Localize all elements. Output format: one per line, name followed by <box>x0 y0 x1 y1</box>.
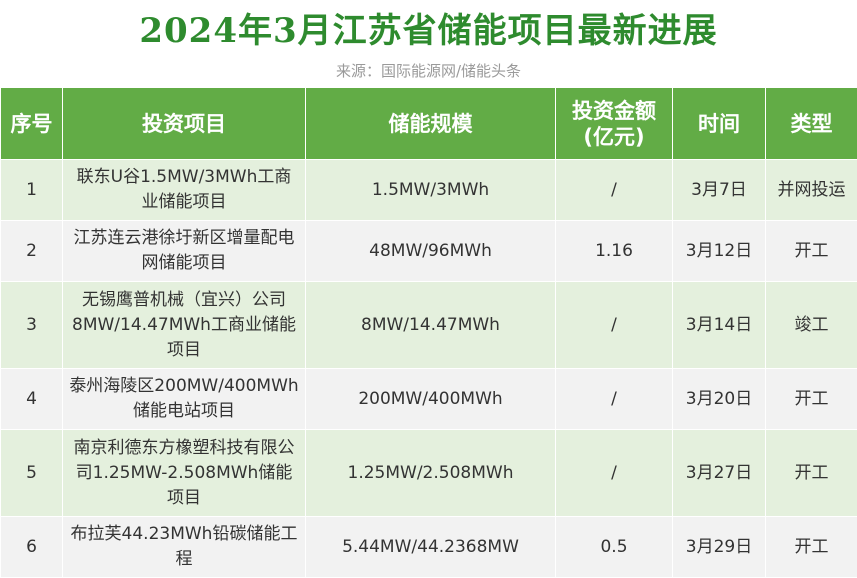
cell-index: 5 <box>1 430 63 517</box>
header-index: 序号 <box>1 88 63 160</box>
cell-type: 竣工 <box>766 282 857 369</box>
cell-scale: 48MW/96MWh <box>306 221 556 282</box>
cell-amount: / <box>556 430 673 517</box>
cell-type: 开工 <box>766 517 857 578</box>
cell-index: 2 <box>1 221 63 282</box>
cell-project: 布拉芙44.23MWh铅碳储能工程 <box>63 517 306 578</box>
cell-scale: 8MW/14.47MWh <box>306 282 556 369</box>
cell-amount: 0.5 <box>556 517 673 578</box>
cell-date: 3月29日 <box>673 517 766 578</box>
cell-type: 开工 <box>766 369 857 430</box>
cell-type: 并网投运 <box>766 160 857 221</box>
cell-amount: / <box>556 160 673 221</box>
cell-index: 3 <box>1 282 63 369</box>
cell-date: 3月14日 <box>673 282 766 369</box>
projects-table: 序号 投资项目 储能规模 投资金额 (亿元) 时间 类型 1 联东U谷1.5MW… <box>0 87 857 578</box>
table-row: 1 联东U谷1.5MW/3MWh工商业储能项目 1.5MW/3MWh / 3月7… <box>1 160 857 221</box>
cell-amount: 1.16 <box>556 221 673 282</box>
cell-scale: 5.44MW/44.2368MW <box>306 517 556 578</box>
cell-scale: 1.25MW/2.508MWh <box>306 430 556 517</box>
table-header-row: 序号 投资项目 储能规模 投资金额 (亿元) 时间 类型 <box>1 88 857 160</box>
cell-date: 3月12日 <box>673 221 766 282</box>
header-type: 类型 <box>766 88 857 160</box>
cell-project: 泰州海陵区200MW/400MWh储能电站项目 <box>63 369 306 430</box>
table-row: 6 布拉芙44.23MWh铅碳储能工程 5.44MW/44.2368MW 0.5… <box>1 517 857 578</box>
cell-project: 联东U谷1.5MW/3MWh工商业储能项目 <box>63 160 306 221</box>
page-title: 2024年3月江苏省储能项目最新进展 <box>0 6 857 56</box>
cell-amount: / <box>556 282 673 369</box>
header-project: 投资项目 <box>63 88 306 160</box>
cell-index: 1 <box>1 160 63 221</box>
table-row: 4 泰州海陵区200MW/400MWh储能电站项目 200MW/400MWh /… <box>1 369 857 430</box>
cell-type: 开工 <box>766 430 857 517</box>
cell-project: 南京利德东方橡塑科技有限公司1.25MW-2.508MWh储能项目 <box>63 430 306 517</box>
cell-date: 3月7日 <box>673 160 766 221</box>
cell-scale: 1.5MW/3MWh <box>306 160 556 221</box>
header-date: 时间 <box>673 88 766 160</box>
header-scale: 储能规模 <box>306 88 556 160</box>
cell-amount: / <box>556 369 673 430</box>
cell-index: 6 <box>1 517 63 578</box>
cell-scale: 200MW/400MWh <box>306 369 556 430</box>
cell-project: 江苏连云港徐圩新区增量配电网储能项目 <box>63 221 306 282</box>
source-note: 来源：国际能源网/储能头条 <box>0 60 857 82</box>
table-row: 5 南京利德东方橡塑科技有限公司1.25MW-2.508MWh储能项目 1.25… <box>1 430 857 517</box>
cell-date: 3月20日 <box>673 369 766 430</box>
cell-type: 开工 <box>766 221 857 282</box>
cell-project: 无锡鹰普机械（宜兴）公司8MW/14.47MWh工商业储能项目 <box>63 282 306 369</box>
header-amount: 投资金额 (亿元) <box>556 88 673 160</box>
table-row: 2 江苏连云港徐圩新区增量配电网储能项目 48MW/96MWh 1.16 3月1… <box>1 221 857 282</box>
cell-date: 3月27日 <box>673 430 766 517</box>
table-row: 3 无锡鹰普机械（宜兴）公司8MW/14.47MWh工商业储能项目 8MW/14… <box>1 282 857 369</box>
cell-index: 4 <box>1 369 63 430</box>
